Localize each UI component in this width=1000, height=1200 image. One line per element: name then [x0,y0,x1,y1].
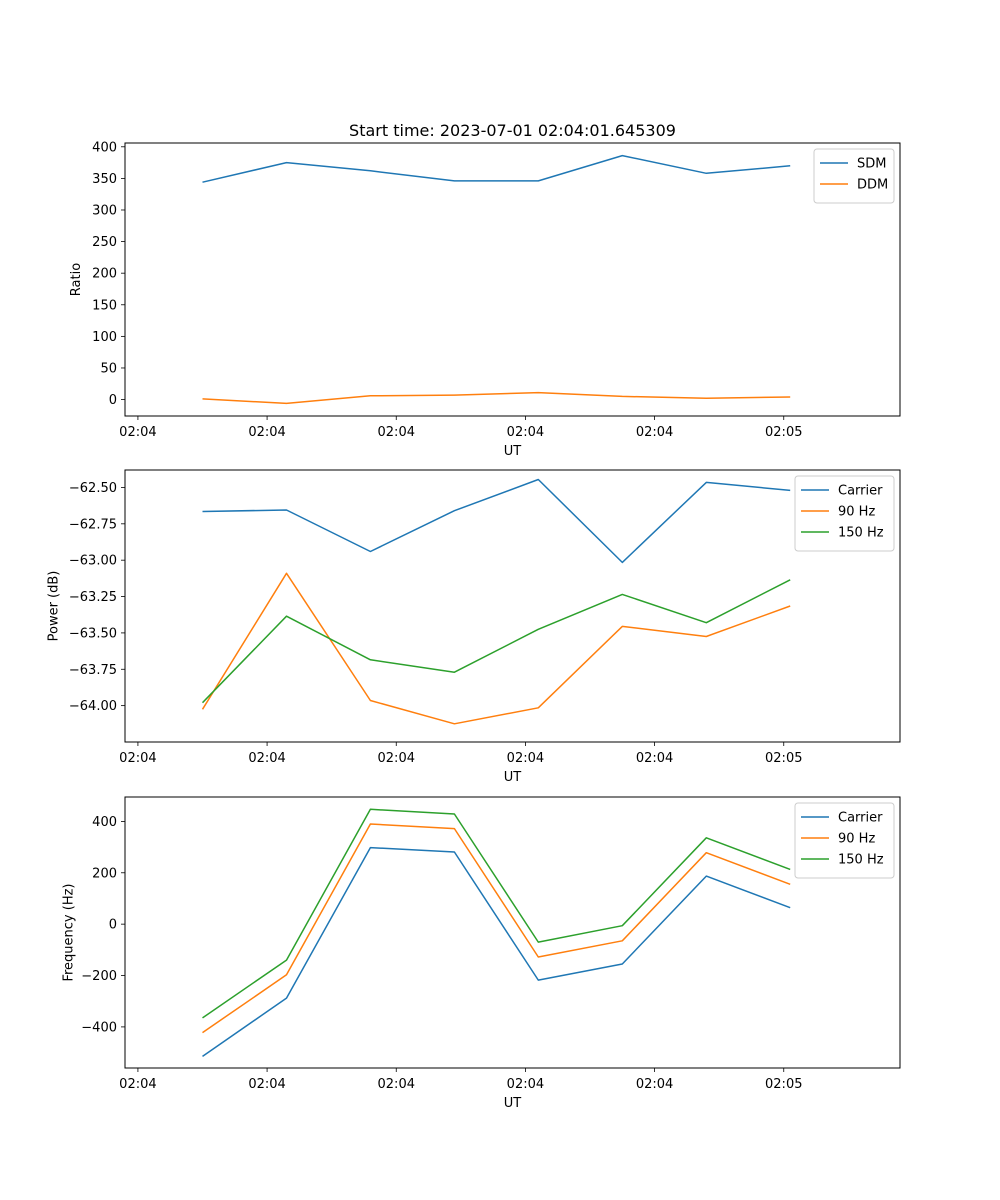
series-line-carrier [202,846,791,1058]
x-tick-label: 02:04 [507,1077,544,1092]
x-tick-label: 02:04 [378,751,415,766]
y-tick-label: −63.00 [69,554,117,569]
legend-label: 150 Hz [838,853,884,868]
x-tick-label: 02:04 [378,425,415,440]
legend: Carrier 90 Hz 150 Hz [794,475,895,552]
x-axis-label: UT [504,770,522,785]
x-tick-label: 02:04 [119,751,156,766]
y-tick-label: 300 [92,203,117,218]
x-tick-label: 02:04 [248,1077,285,1092]
series-line-ddm [202,391,791,405]
y-tick-label: 0 [109,918,117,933]
y-tick-label: 400 [92,140,117,155]
x-tick-label: 02:05 [765,1077,802,1092]
x-tick-label: 02:04 [248,425,285,440]
x-tick-label: 02:05 [765,751,802,766]
y-tick-label: 200 [92,267,117,282]
series-line-150-hz [202,808,791,1019]
legend: SDM DDM [813,148,895,204]
x-axis-label: UT [504,444,522,459]
x-tick-label: 02:04 [119,1077,156,1092]
x-tick-label: 02:04 [507,425,544,440]
series-line-sdm [202,154,791,183]
y-tick-label: 350 [92,172,117,187]
legend-label: 90 Hz [838,505,875,520]
y-tick-label: 50 [100,361,117,376]
x-tick-label: 02:04 [636,1077,673,1092]
y-tick-label: −63.50 [69,626,117,641]
x-tick-label: 02:04 [378,1077,415,1092]
y-tick-label: 100 [92,330,117,345]
plot-frame [124,142,901,417]
series-line-90-hz [202,823,791,1034]
y-axis-label: Ratio [69,263,84,296]
x-tick-label: 02:04 [248,751,285,766]
legend-label: SDM [857,157,886,172]
x-tick-label: 02:04 [636,751,673,766]
y-tick-label: −63.75 [69,663,117,678]
y-tick-label: −63.25 [69,590,117,605]
chart-title: Start time: 2023-07-01 02:04:01.645309 [349,121,676,140]
y-tick-label: 0 [109,393,117,408]
x-tick-label: 02:05 [765,425,802,440]
y-axis-label: Power (dB) [46,571,61,642]
series-line-150-hz [201,579,791,704]
y-tick-label: −200 [81,969,117,984]
subplot-frequency: 02:04 02:04 02:04 02:04 02:04 02:05 −400 −200 0 2… [62,796,901,1111]
y-tick-label: −62.50 [69,481,117,496]
legend-label: 150 Hz [838,526,884,541]
legend: Carrier 90 Hz 150 Hz [794,802,895,879]
y-axis-label: Frequency (Hz) [62,883,77,981]
x-axis-label: UT [504,1096,522,1111]
subplot-ratio: Start time: 2023-07-01 02:04:01.645309 0… [69,121,901,459]
x-tick-label: 02:04 [119,425,156,440]
legend-label: Carrier [838,811,883,826]
subplot-power: 02:04 02:04 02:04 02:04 02:04 02:05 −64.00 −63.… [46,469,901,785]
y-tick-label: −400 [81,1020,117,1035]
y-tick-label: 200 [92,866,117,881]
series-line-90-hz [201,572,791,725]
series-line-carrier [202,478,791,564]
x-tick-label: 02:04 [507,751,544,766]
y-tick-label: 400 [92,815,117,830]
plot-frame [124,796,901,1069]
y-tick-label: −64.00 [69,699,117,714]
x-tick-label: 02:04 [636,425,673,440]
y-tick-label: 250 [92,235,117,250]
legend-label: 90 Hz [838,832,875,847]
legend-label: DDM [857,178,888,193]
y-tick-label: −62.75 [69,517,117,532]
plot-frame [124,469,901,743]
legend-label: Carrier [838,484,883,499]
y-tick-label: 150 [92,298,117,313]
